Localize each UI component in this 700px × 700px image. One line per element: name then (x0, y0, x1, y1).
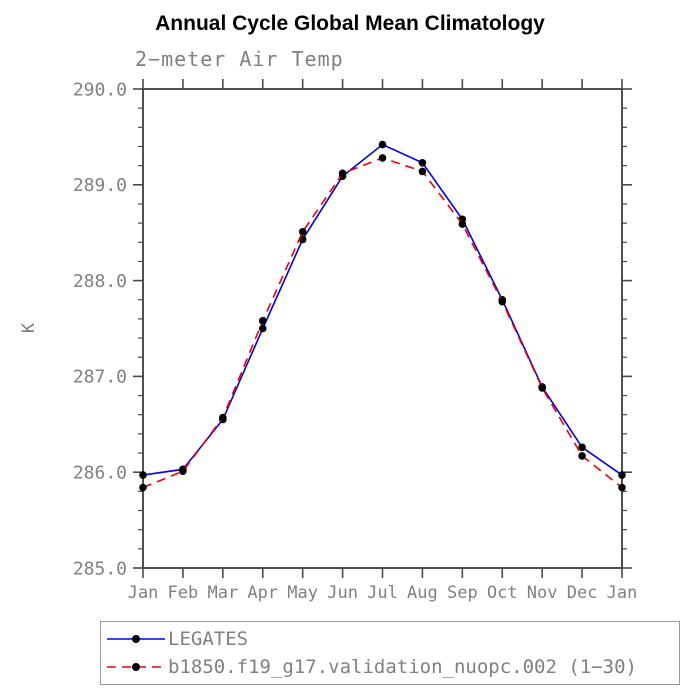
x-tick-label: Oct (487, 583, 518, 603)
x-tick-label: Mar (207, 583, 238, 603)
x-tick-label: Nov (527, 583, 558, 603)
data-point-marker (338, 169, 347, 178)
data-point-marker (179, 467, 187, 476)
legend-box: LEGATES b1850.f19_g17.validation_nuopc.0… (100, 621, 680, 685)
data-point-marker (298, 227, 307, 236)
legend-label-model: b1850.f19_g17.validation_nuopc.002 (1−30… (168, 656, 637, 678)
legend-entry-legates: LEGATES (105, 626, 679, 652)
x-tick-label: Jul (367, 583, 398, 603)
data-point-marker (139, 483, 147, 492)
legend-marker-icon (132, 663, 140, 671)
legend-entry-model: b1850.f19_g17.validation_nuopc.002 (1−30… (105, 654, 679, 680)
x-tick-label: Jan (607, 583, 638, 603)
data-point-marker (258, 324, 267, 333)
y-tick-label: 287.0 (73, 367, 127, 388)
x-tick-label: Sep (447, 583, 478, 603)
data-point-marker (258, 317, 267, 325)
y-tick-label: 290.0 (73, 79, 127, 100)
legend-marker-icon (132, 635, 140, 643)
y-tick-label: 288.0 (73, 271, 127, 292)
data-point-marker (538, 384, 546, 392)
x-tick-label: Aug (407, 583, 438, 603)
data-point-marker (139, 471, 147, 479)
legend-line-sample-legates (107, 635, 165, 643)
legend-line-sample-model (107, 663, 165, 671)
data-point-marker (418, 167, 427, 176)
y-axis-ticks: 285.0 286.0 287.0 288.0 289.0 290.0 (73, 79, 632, 579)
data-point-marker (378, 154, 387, 162)
legend-label-legates: LEGATES (168, 628, 249, 650)
y-tick-label: 285.0 (73, 558, 127, 579)
data-point-marker (578, 452, 586, 460)
series-model (139, 154, 626, 492)
x-tick-label: Apr (247, 583, 278, 603)
y-tick-label: 289.0 (73, 175, 127, 196)
y-tick-label: 286.0 (73, 463, 127, 484)
x-axis-ticks: Jan Feb Mar Apr May Jun Jul Aug Sep Oct Nov Dec Jan (128, 79, 638, 603)
series-legates (139, 140, 626, 479)
data-point-marker (618, 471, 626, 479)
chart-title: Annual Cycle Global Mean Climatology (155, 12, 545, 35)
data-point-marker (378, 140, 387, 149)
data-point-marker (219, 413, 227, 422)
data-point-marker (618, 483, 626, 492)
x-tick-label: May (287, 583, 318, 603)
data-point-marker (578, 443, 586, 452)
chart-subtitle: 2−meter Air Temp (135, 47, 344, 71)
data-point-marker (458, 220, 467, 228)
x-tick-label: Dec (567, 583, 598, 603)
x-tick-label: Jan (128, 583, 159, 603)
data-point-marker (498, 297, 507, 306)
data-point-marker (418, 158, 427, 167)
x-tick-label: Feb (168, 583, 199, 603)
x-tick-label: Jun (327, 583, 358, 603)
